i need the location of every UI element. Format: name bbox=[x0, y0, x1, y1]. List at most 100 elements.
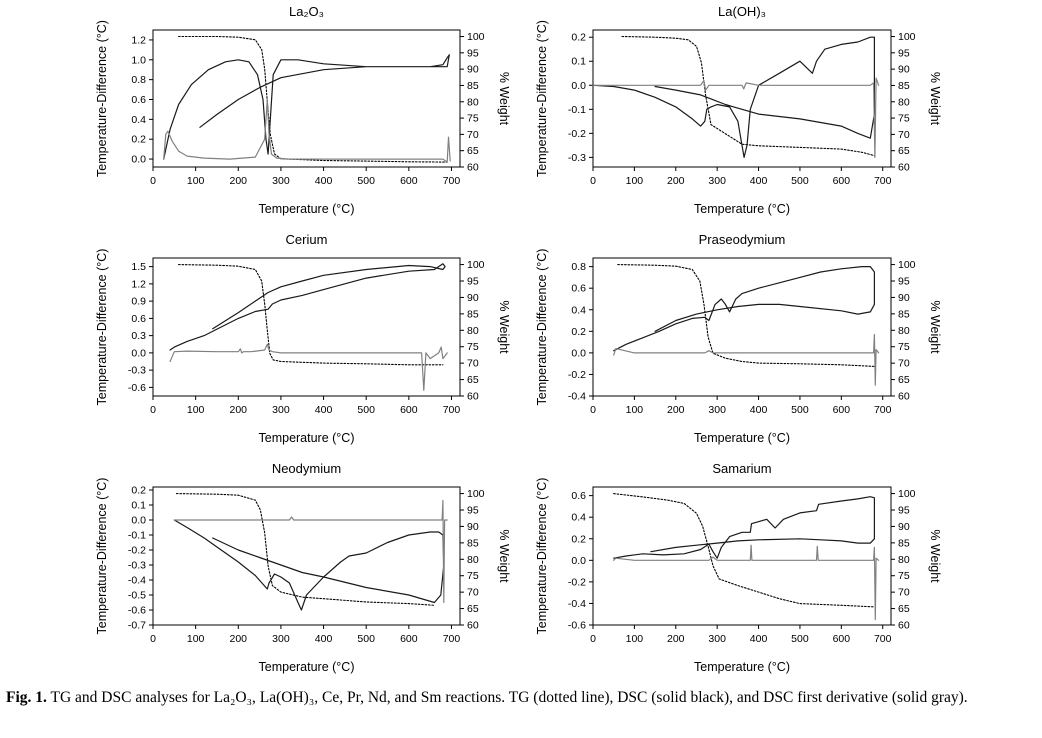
y-tick-label: -0.3 bbox=[128, 560, 146, 572]
y2-tick-label: 100 bbox=[467, 488, 485, 500]
x-axis-label: Temperature (°C) bbox=[259, 431, 355, 445]
plot-frame bbox=[152, 29, 461, 168]
y-tick-label: -0.1 bbox=[568, 104, 586, 116]
y-tick-label: -0.5 bbox=[128, 590, 146, 602]
tg-line bbox=[178, 35, 448, 163]
y-tick-label: 0.3 bbox=[131, 330, 146, 342]
dsc-line bbox=[173, 519, 445, 611]
x-tick-label: 200 bbox=[230, 175, 248, 187]
x-tick-label: 200 bbox=[230, 633, 248, 645]
y2-tick-label: 100 bbox=[467, 31, 485, 43]
y2-tick-label: 90 bbox=[467, 64, 479, 76]
y2-tick-label: 65 bbox=[467, 145, 479, 157]
y2-tick-label: 80 bbox=[898, 96, 910, 108]
dsc-line bbox=[592, 36, 876, 158]
y2-tick-label: 65 bbox=[467, 374, 479, 386]
y2-tick-label: 70 bbox=[898, 129, 910, 141]
chart-title: La₂O₃ bbox=[289, 4, 324, 19]
y2-tick-label: 85 bbox=[467, 308, 479, 320]
y-tick-label: 0.0 bbox=[131, 347, 146, 359]
y2-tick-label: 60 bbox=[467, 162, 479, 174]
y-tick-label: 0.8 bbox=[131, 74, 146, 86]
y2-tick-label: 80 bbox=[467, 96, 479, 108]
x-tick-label: 400 bbox=[750, 633, 768, 645]
x-tick-label: 600 bbox=[833, 404, 851, 416]
x-tick-label: 400 bbox=[750, 404, 768, 416]
y-axis-label: Temperature-Difference (°C) bbox=[95, 20, 109, 177]
x-tick-label: 500 bbox=[791, 633, 809, 645]
y-tick-label: -0.6 bbox=[128, 382, 146, 394]
y2-tick-label: 90 bbox=[898, 292, 910, 304]
y-axis-label: Temperature-Difference (°C) bbox=[535, 478, 549, 635]
dsc-line bbox=[163, 54, 450, 160]
y-tick-label: 0.2 bbox=[571, 326, 586, 338]
chart-title: Samarium bbox=[712, 461, 771, 476]
y-tick-label: 0.0 bbox=[131, 154, 146, 166]
y2-tick-label: 75 bbox=[467, 341, 479, 353]
y-tick-label: -0.1 bbox=[128, 530, 146, 542]
y2-tick-label: 70 bbox=[467, 358, 479, 370]
y2-tick-label: 85 bbox=[467, 80, 479, 92]
y2-tick-label: 60 bbox=[467, 620, 479, 632]
tg-line bbox=[617, 264, 875, 367]
x-tick-label: 300 bbox=[708, 404, 726, 416]
x-tick-label: 0 bbox=[150, 404, 156, 416]
caption-text: TG and DSC analyses for La₂O₃, La(OH)₃, … bbox=[50, 689, 968, 706]
x-tick-label: 600 bbox=[400, 404, 418, 416]
dsc-derivative-line bbox=[173, 499, 448, 604]
x-tick-label: 700 bbox=[874, 404, 892, 416]
x-axis-label: Temperature (°C) bbox=[694, 660, 790, 674]
tg-line bbox=[621, 35, 875, 157]
y2-tick-label: 85 bbox=[898, 80, 910, 92]
dsc-derivative-line bbox=[592, 77, 880, 158]
chart-panel-5: Neodymium 0 100 200 300 400 500 600 700 Temperatu… bbox=[95, 461, 511, 674]
x-tick-label: 300 bbox=[272, 633, 290, 645]
y-tick-label: 0.1 bbox=[571, 56, 586, 68]
x-tick-label: 500 bbox=[357, 175, 375, 187]
x-tick-label: 600 bbox=[833, 175, 851, 187]
y-tick-label: -0.2 bbox=[568, 128, 586, 140]
x-axis-label: Temperature (°C) bbox=[259, 202, 355, 216]
x-tick-label: 300 bbox=[708, 633, 726, 645]
y-tick-label: -0.3 bbox=[128, 365, 146, 377]
y-tick-label: -0.6 bbox=[128, 605, 146, 617]
y2-tick-label: 80 bbox=[467, 554, 479, 566]
x-tick-label: 0 bbox=[590, 633, 596, 645]
x-axis-label: Temperature (°C) bbox=[259, 660, 355, 674]
dsc-line bbox=[169, 263, 446, 351]
x-tick-label: 600 bbox=[400, 175, 418, 187]
y2-tick-label: 80 bbox=[898, 325, 910, 337]
x-tick-label: 500 bbox=[357, 633, 375, 645]
y-tick-label: -0.2 bbox=[568, 369, 586, 381]
y-tick-label: 0.2 bbox=[571, 533, 586, 545]
y-tick-label: 0.2 bbox=[131, 485, 146, 497]
y-tick-label: 0.6 bbox=[571, 283, 586, 295]
y2-tick-label: 70 bbox=[467, 129, 479, 141]
y-tick-label: 0.2 bbox=[571, 32, 586, 44]
y-tick-label: 0.0 bbox=[571, 80, 586, 92]
y2-tick-label: 85 bbox=[467, 537, 479, 549]
y2-tick-label: 70 bbox=[467, 587, 479, 599]
x-tick-label: 500 bbox=[791, 404, 809, 416]
y2-tick-label: 65 bbox=[898, 603, 910, 615]
dsc-line bbox=[613, 266, 876, 352]
x-tick-label: 700 bbox=[443, 175, 461, 187]
dsc-line bbox=[613, 496, 876, 559]
chart-title: Praseodymium bbox=[699, 232, 786, 247]
y2-tick-label: 100 bbox=[467, 259, 485, 271]
y-tick-label: -0.2 bbox=[128, 545, 146, 557]
x-tick-label: 700 bbox=[443, 404, 461, 416]
y2-tick-label: 70 bbox=[898, 358, 910, 370]
y2-tick-label: 75 bbox=[467, 570, 479, 582]
x-tick-label: 400 bbox=[750, 175, 768, 187]
y2-tick-label: 60 bbox=[898, 391, 910, 403]
y-tick-label: -0.2 bbox=[568, 576, 586, 588]
y-tick-label: 1.5 bbox=[131, 261, 146, 273]
y2-tick-label: 100 bbox=[898, 488, 916, 500]
plot-frame bbox=[152, 257, 461, 397]
x-tick-label: 0 bbox=[150, 633, 156, 645]
y2-tick-label: 65 bbox=[898, 145, 910, 157]
x-tick-label: 100 bbox=[187, 404, 205, 416]
y-tick-label: 1.2 bbox=[131, 278, 146, 290]
